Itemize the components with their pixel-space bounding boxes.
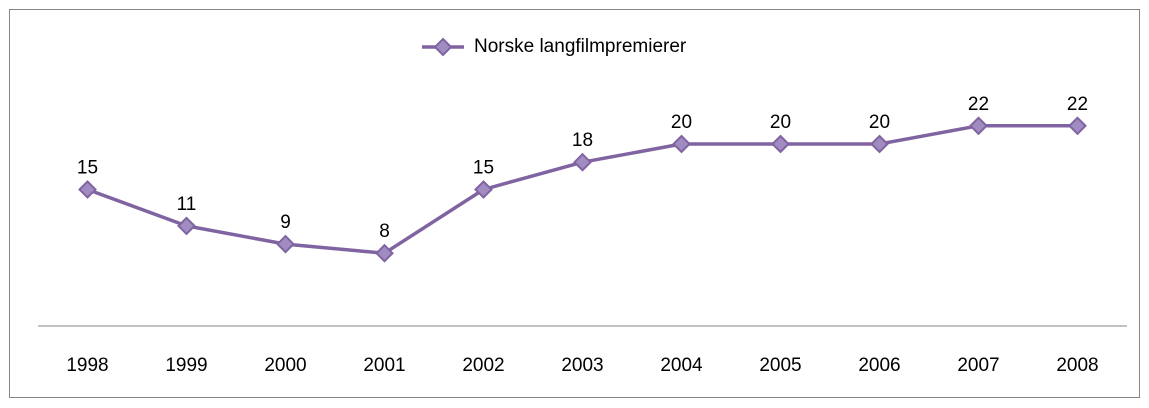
data-point [78,180,97,199]
x-tick-label: 2004 [660,355,703,376]
data-label: 20 [671,112,692,133]
x-tick-label: 1999 [165,355,207,376]
x-tick-label: 2008 [1056,355,1098,376]
x-tick-label: 2002 [462,355,504,376]
data-label: 15 [473,158,494,179]
x-tick-label: 2005 [759,355,801,376]
data-point [1068,116,1087,136]
data-label: 20 [869,112,890,133]
data-point [276,234,295,254]
data-label: 15 [77,158,98,179]
data-point [771,134,790,154]
data-point [969,116,988,136]
x-tick-label: 2006 [858,355,900,376]
data-point [870,134,889,154]
data-point [474,180,493,199]
chart-border [9,9,1140,398]
x-tick-label: 2007 [957,355,999,376]
data-point [573,152,592,172]
legend-label: Norske langfilmpremierer [474,36,687,57]
x-tick-label: 2001 [363,355,405,376]
data-point [375,243,394,263]
data-label: 8 [379,221,390,242]
x-tick-label: 1998 [66,355,108,376]
data-label: 20 [770,112,791,133]
data-point [177,216,196,236]
data-label: 22 [1067,94,1088,115]
x-tick-label: 2003 [561,355,603,376]
legend-marker [433,37,453,57]
x-tick-label: 2000 [264,355,306,376]
data-label: 18 [572,130,593,151]
data-label: 11 [177,194,197,215]
data-label: 22 [968,94,989,115]
data-label: 9 [280,212,291,233]
data-point [672,134,691,154]
